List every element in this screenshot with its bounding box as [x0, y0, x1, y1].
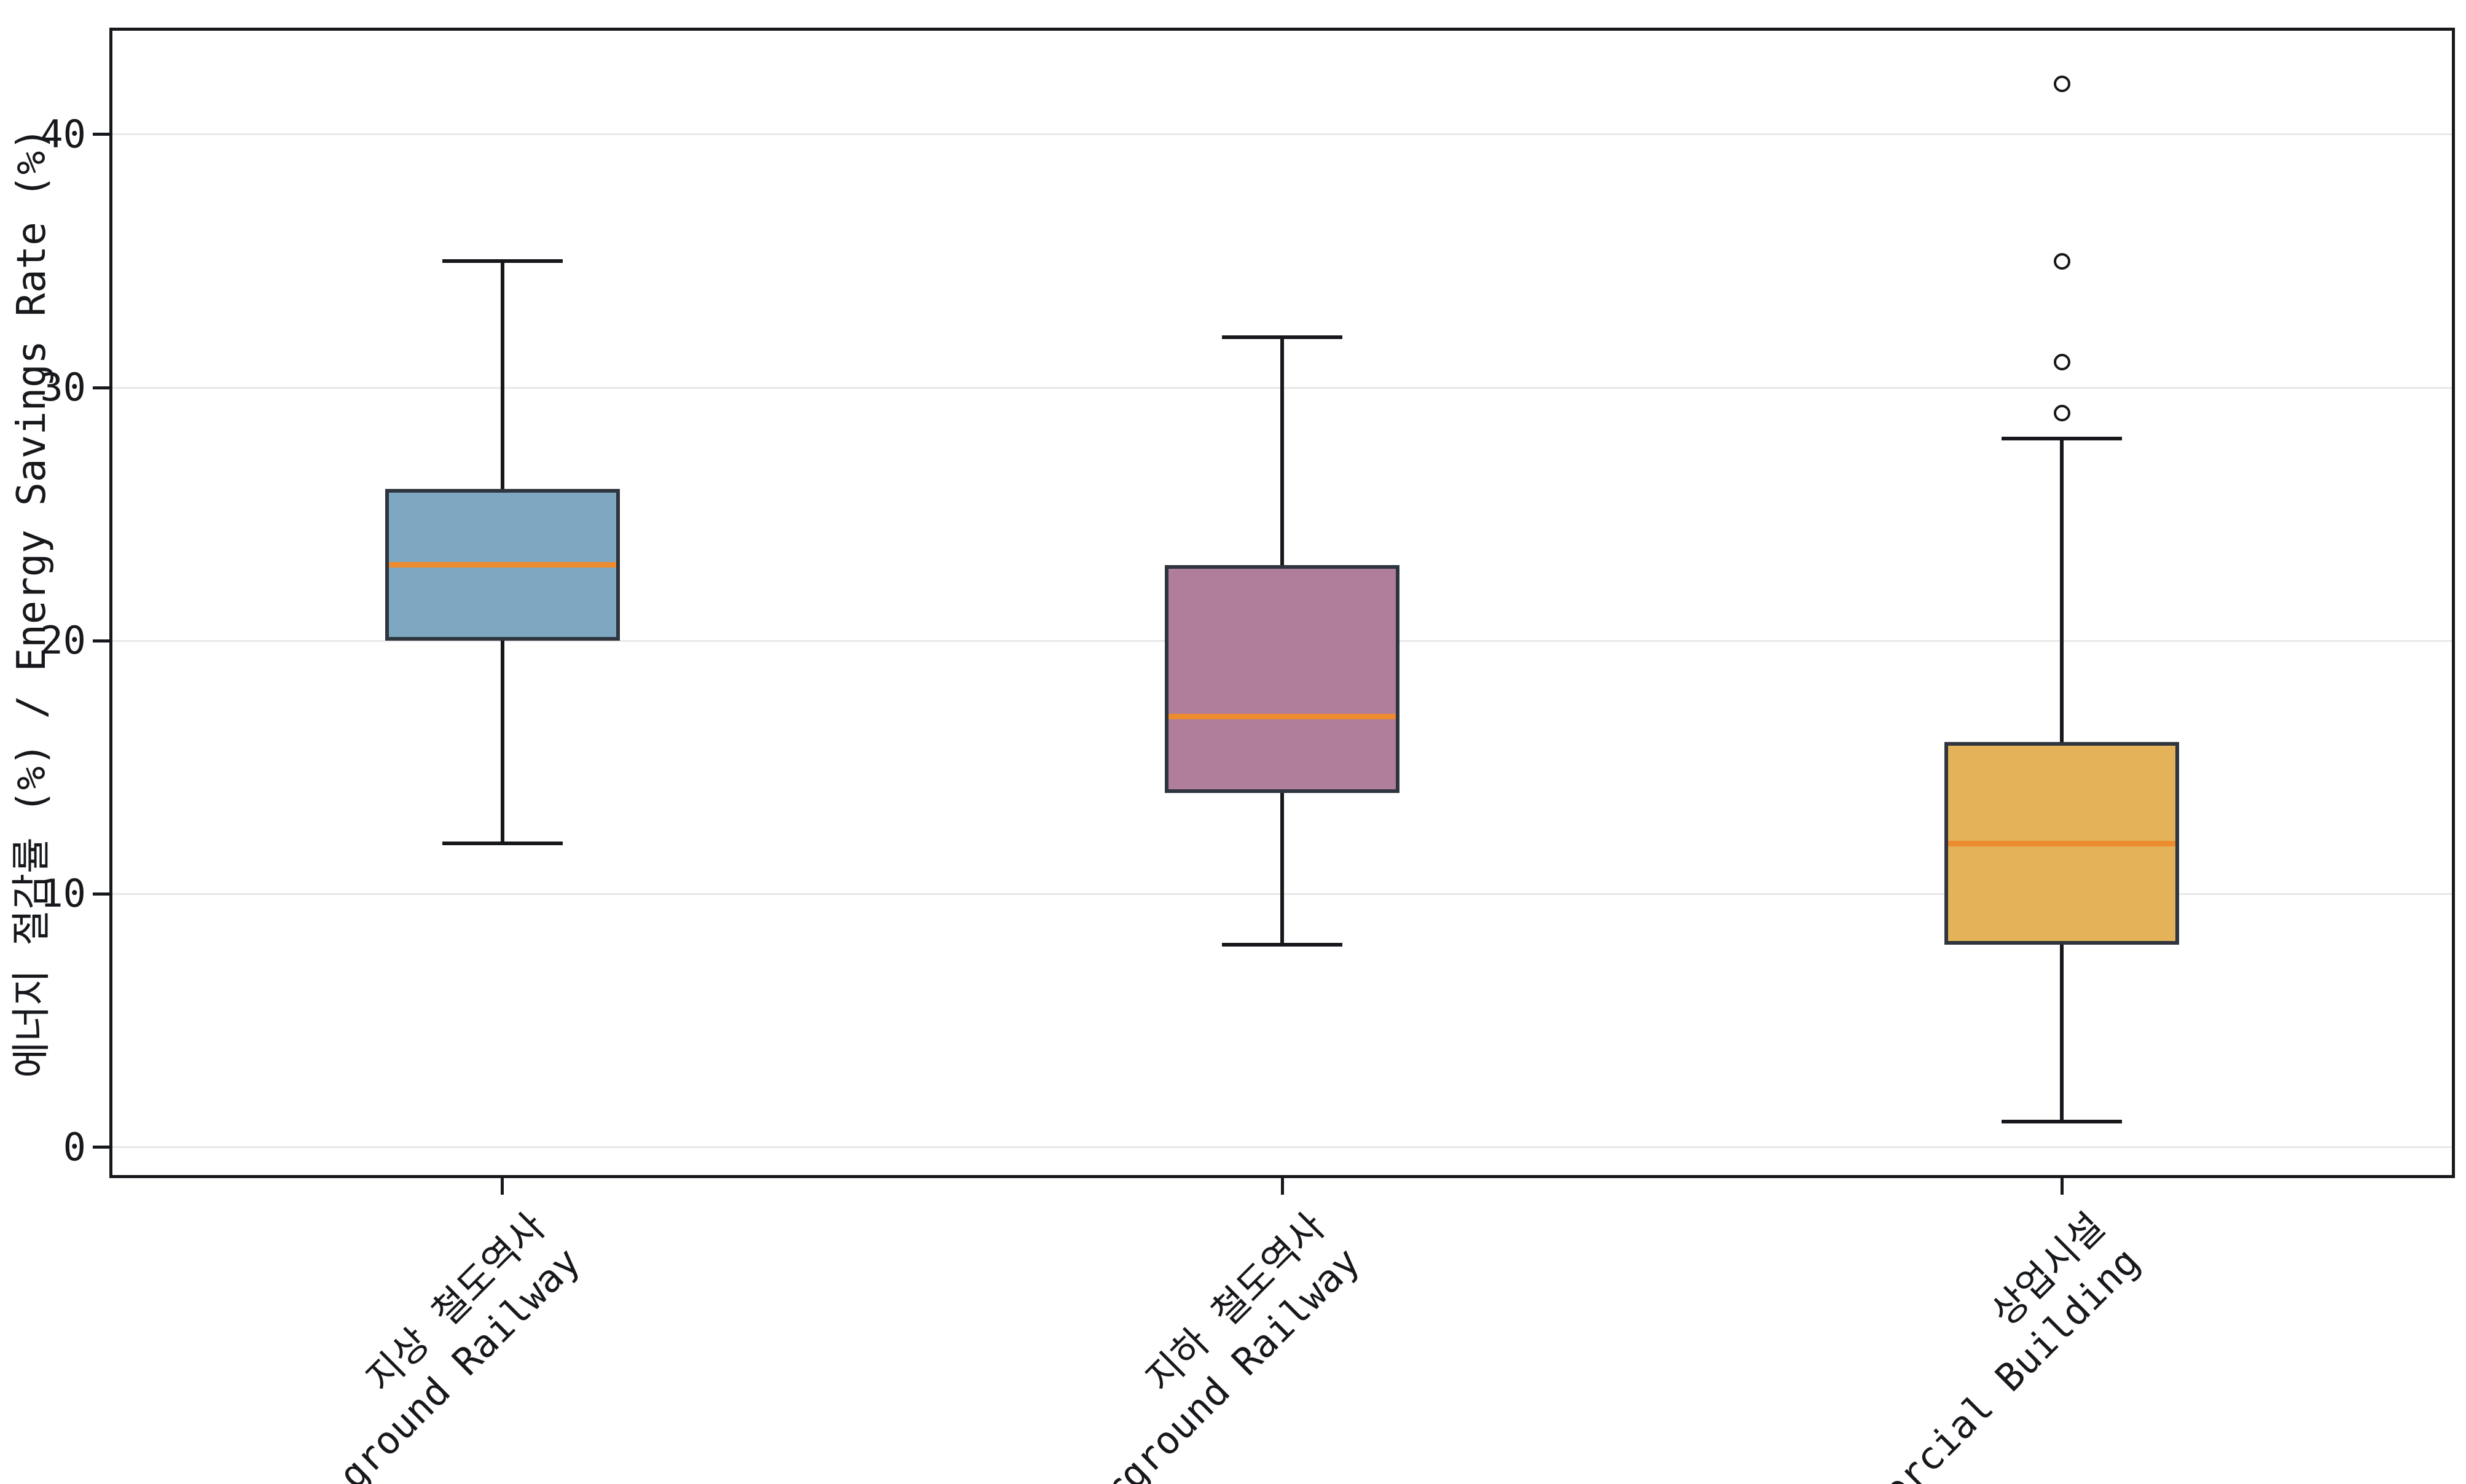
y-tick-mark [93, 892, 109, 896]
y-tick-mark [93, 639, 109, 642]
whisker-cap-lower [2002, 1120, 2123, 1124]
median-line [1168, 714, 1396, 720]
outlier-point [2053, 354, 2070, 371]
y-tick-label: 30 [40, 365, 86, 410]
x-tick-mark [501, 1178, 504, 1195]
y-tick-mark [93, 133, 109, 136]
whisker-cap-lower [442, 842, 563, 846]
gridline [112, 133, 2452, 136]
median-line [388, 562, 616, 568]
boxes-layer [112, 31, 2452, 1175]
whisker-upper-line [500, 261, 504, 489]
whisker-lower-line [1280, 792, 1284, 945]
outlier-point [2053, 404, 2070, 421]
outlier-point [2053, 252, 2070, 270]
x-category-label: 지상 철도역사 Above-ground Railway [232, 1204, 589, 1484]
whisker-upper-line [2060, 438, 2064, 743]
y-tick-mark [93, 1146, 109, 1149]
y-tick-label: 10 [40, 871, 86, 916]
whisker-cap-upper [2002, 436, 2123, 440]
box-rect [1165, 564, 1399, 793]
y-tick-label: 0 [63, 1124, 86, 1170]
y-tick-mark [93, 386, 109, 389]
x-tick-mark [2060, 1178, 2064, 1195]
whisker-cap-upper [442, 259, 563, 264]
whisker-upper-line [1280, 337, 1284, 565]
y-tick-label: 20 [40, 618, 86, 663]
whisker-cap-upper [1222, 335, 1342, 339]
x-tick-mark [1280, 1178, 1284, 1195]
whisker-lower-line [500, 641, 504, 844]
x-category-label: 상업시설 Commercial Building [1808, 1204, 2148, 1484]
median-line [1948, 840, 2176, 846]
plot-area [109, 28, 2455, 1178]
outlier-point [2053, 76, 2070, 93]
x-category-label: 지하 철도역사 Underground Railway [1028, 1204, 1369, 1484]
whisker-lower-line [2060, 944, 2064, 1122]
gridline [112, 1146, 2452, 1149]
whisker-cap-lower [1222, 942, 1342, 947]
y-tick-label: 40 [40, 111, 86, 157]
